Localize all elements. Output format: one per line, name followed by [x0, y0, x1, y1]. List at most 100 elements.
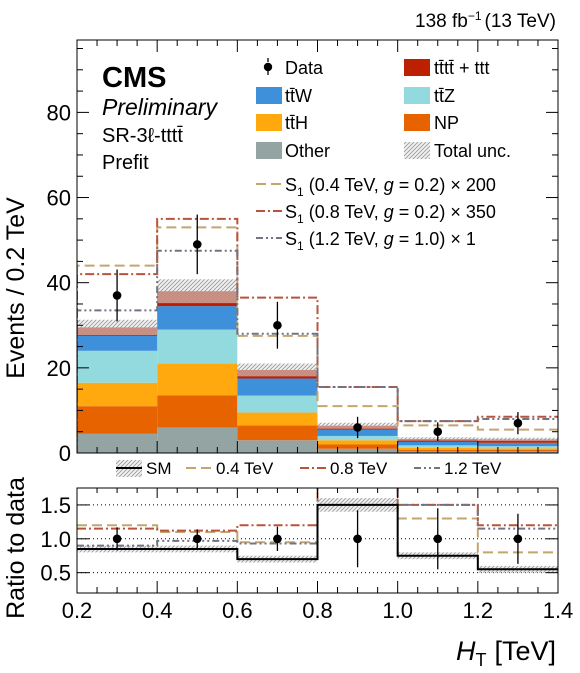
legend-entry-signal-2: S1 (1.2 TeV, g = 1.0) × 1	[256, 229, 476, 253]
legend-label-ttz: tt̄Z	[434, 86, 455, 106]
main-ytick-label-3: 60	[47, 186, 71, 211]
legend-entry-other: Other	[256, 141, 330, 161]
legend-label-total-unc: Total unc.	[434, 141, 511, 161]
data-point-2	[273, 320, 282, 330]
x-tick-label-3: 0.8	[302, 598, 333, 623]
data-points	[112, 214, 523, 442]
bar-ttH-0	[77, 382, 158, 407]
data-point-0	[112, 291, 122, 300]
legend-entry-np: NP	[404, 113, 459, 133]
signal-line-2	[77, 249, 558, 453]
legend-entry-ttw: tt̄W	[256, 86, 312, 106]
data-point-1	[192, 240, 202, 249]
ratio-x-axis: 0.2 0.4 0.6 0.8 1.0 1.2 1.4	[62, 488, 574, 623]
legend-label-np: NP	[434, 113, 459, 133]
legend-entry-signal-0: S1 (0.4 TeV, g = 0.2) × 200	[256, 175, 496, 199]
bar-ttZ-0	[77, 350, 158, 383]
ratio-legend: SM 0.4 TeV 0.8 TeV 1.2 TeV	[116, 459, 502, 478]
unc-band-0	[77, 319, 158, 336]
ratio-legend-sm: SM	[116, 459, 172, 478]
ratio-ytick-label-1: 1.0	[40, 527, 71, 552]
main-x-ticks	[76, 40, 559, 453]
signal-lines	[77, 217, 558, 453]
ratio-legend-label-s04: 0.4 TeV	[216, 459, 274, 478]
data-point-4	[433, 427, 443, 437]
ratio-point-0	[112, 534, 122, 544]
unc-band-2	[237, 363, 318, 377]
bar-ttH-2	[237, 412, 318, 426]
ratio-lines	[77, 488, 558, 571]
ratio-y-axis-label: Ratio to data	[2, 477, 30, 619]
ratio-point-5	[513, 534, 523, 544]
ratio-legend-s04: 0.4 TeV	[186, 459, 274, 478]
bar-ttH-3	[317, 440, 398, 445]
data-point-3	[353, 423, 362, 432]
main-ytick-label-0: 0	[59, 441, 71, 466]
legend-entry-tttt: tt̄tt̄ + ttt	[404, 58, 490, 78]
main-y-axis-label: Events / 0.2 TeV	[2, 197, 30, 379]
x-tick-label-2: 0.6	[222, 598, 253, 623]
bar-ttZ-4	[397, 445, 478, 448]
ratio-ytick-label-0: 0.5	[40, 561, 71, 586]
x-tick-label-5: 1.2	[463, 598, 494, 623]
main-ytick-label-2: 40	[47, 271, 71, 296]
ratio-legend-s12: 1.2 TeV	[414, 459, 502, 478]
bar-NP-3	[317, 444, 398, 449]
x-tick-label-6: 1.4	[543, 598, 574, 623]
bar-NP-2	[237, 425, 318, 441]
legend-label-other: Other	[285, 141, 330, 161]
region-label: SR-3ℓ-tttt̄	[102, 125, 183, 147]
bar-ttW-4	[397, 441, 478, 446]
ratio-legend-s08: 0.8 TeV	[300, 459, 388, 478]
bar-ttW-5	[477, 442, 558, 447]
legend-label-tttt: tt̄tt̄ + ttt	[434, 58, 490, 78]
bar-ttW-2	[237, 378, 318, 396]
main-y-axis: 0 20 40 60 80	[47, 48, 558, 466]
legend-entry-data: Data	[263, 58, 324, 78]
unc-band-1	[157, 279, 238, 304]
legend-entry-total-unc: Total unc.	[404, 141, 511, 161]
ratio-legend-label-s12: 1.2 TeV	[444, 459, 502, 478]
preliminary-label: Preliminary	[102, 94, 219, 120]
ratio-sm-line	[77, 503, 558, 571]
ratio-point-4	[433, 534, 443, 544]
bar-ttZ-1	[157, 329, 238, 364]
x-tick-label-4: 1.0	[382, 598, 413, 623]
signal-line-1	[77, 217, 558, 453]
x-axis-label: HT [TeV]	[456, 636, 556, 670]
legend-label-signal-1: S1 (0.8 TeV, g = 0.2) × 350	[285, 202, 496, 226]
ratio-legend-label-sm: SM	[146, 459, 172, 478]
legend-label-data: Data	[285, 58, 324, 78]
lumi-label: 138 fb−1 (13 TeV)	[415, 9, 556, 32]
bar-ttZ-3	[317, 435, 398, 441]
legend-signal-entries: S1 (0.4 TeV, g = 0.2) × 200 S1 (0.8 TeV, …	[256, 175, 496, 253]
legend-label-tth: tt̄H	[285, 113, 308, 133]
bar-ttW-1	[157, 306, 238, 330]
legend-entry-tth: tt̄H	[256, 113, 308, 133]
ratio-point-1	[192, 534, 202, 544]
legend-entry-ttz: tt̄Z	[404, 86, 455, 106]
ratio-legend-label-s08: 0.8 TeV	[330, 459, 388, 478]
bar-ttH-1	[157, 363, 238, 396]
ratio-point-3	[353, 534, 362, 544]
ratio-signal-line-1	[77, 488, 558, 532]
ratio-ytick-label-2: 1.5	[40, 493, 71, 518]
ratio-signal-line-2	[77, 488, 558, 547]
legend-entry-signal-1: S1 (0.8 TeV, g = 0.2) × 350	[256, 202, 496, 226]
legend-label-signal-0: S1 (0.4 TeV, g = 0.2) × 200	[285, 175, 496, 199]
bar-ttZ-2	[237, 395, 318, 413]
legend-label-signal-2: S1 (1.2 TeV, g = 1.0) × 1	[285, 229, 476, 253]
ratio-points	[112, 508, 523, 570]
cms-label: CMS	[102, 62, 166, 94]
legend-label-ttw: tt̄W	[285, 86, 312, 106]
bar-NP-0	[77, 406, 158, 434]
x-tick-label-0: 0.2	[62, 598, 93, 623]
main-legend: Data tt̄tt̄ + ttt tt̄W tt̄Z tt̄H NP Othe…	[256, 58, 511, 253]
bar-NP-1	[157, 395, 238, 428]
ratio-y-axis: 0.5 1.0 1.5	[40, 493, 558, 586]
main-ytick-label-4: 80	[47, 100, 71, 125]
ratio-point-2	[273, 534, 282, 544]
main-ytick-label-1: 20	[47, 356, 71, 381]
prefit-label: Prefit	[102, 152, 149, 174]
